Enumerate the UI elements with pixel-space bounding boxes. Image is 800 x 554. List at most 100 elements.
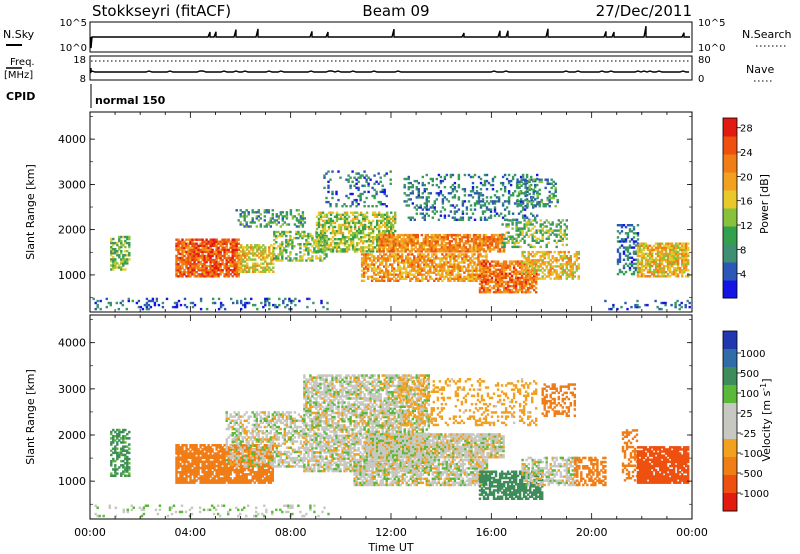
power-echo-cell (531, 255, 534, 258)
power-echo-cell (380, 225, 383, 229)
power-echo-cell (626, 236, 630, 239)
power-echo-cell (567, 263, 570, 266)
power-echo-cell (474, 246, 478, 249)
power-echo-cell (471, 253, 474, 256)
power-echo-cell (437, 194, 441, 197)
power-echo-cell (467, 269, 470, 272)
power-echo-cell (471, 212, 475, 215)
power-echo-cell (209, 238, 212, 241)
power-echo-cell (658, 264, 662, 268)
power-echo-cell (301, 230, 304, 234)
power-echo-cell (347, 248, 351, 251)
power-echo-cell (417, 265, 420, 268)
power-echo-cell (687, 252, 690, 256)
power-echo-cell (451, 257, 454, 260)
power-echo-cell (355, 172, 358, 175)
power-echo-cell (510, 291, 514, 294)
power-echo-cell (418, 246, 421, 249)
power-echo-cell (646, 244, 650, 247)
power-echo-cell (199, 262, 202, 266)
power-echo-cell (341, 236, 345, 239)
power-echo-cell (120, 252, 123, 255)
power-echo-cell (477, 257, 480, 260)
power-echo-cell (203, 242, 206, 245)
power-echo-cell (283, 249, 286, 252)
power-echo-cell (423, 202, 426, 205)
power-echo-cell (384, 223, 387, 227)
power-echo-cell (177, 250, 180, 254)
power-echo-cell (410, 244, 413, 247)
power-echo-cell (640, 256, 644, 260)
power-echo-cell (195, 242, 198, 245)
power-echo-cell (452, 238, 456, 241)
power-echo-cell (201, 244, 204, 247)
power-echo-cell (577, 275, 580, 278)
power-echo-cell (658, 269, 662, 272)
power-echo-cell (383, 265, 386, 268)
power-echo-cell (530, 175, 533, 179)
power-echo-cell (640, 252, 644, 256)
power-echo-cell (435, 273, 438, 276)
power-echo-cell (235, 256, 238, 260)
power-echo-cell (363, 246, 367, 249)
velocity-echo-cell (170, 512, 174, 516)
power-echo-cell (448, 246, 452, 249)
power-echo-cell (535, 269, 538, 272)
power-echo-cell (517, 194, 521, 197)
power-echo-cell (683, 256, 686, 260)
power-echo-cell (248, 266, 251, 269)
power-echo-cell (461, 204, 465, 207)
power-echo-cell (473, 253, 476, 256)
power-echo-cell (122, 258, 125, 261)
power-echo-cell (664, 258, 668, 262)
power-echo-cell (363, 225, 367, 229)
power-echo-cell (355, 236, 359, 239)
power-echo-cell (484, 238, 488, 241)
power-echo-cell (515, 221, 518, 224)
power-echo-cell (371, 236, 375, 239)
power-echo-cell (361, 184, 364, 187)
power-echo-cell (504, 272, 508, 275)
power-echo-cell (565, 277, 568, 280)
power-echo-cell (486, 236, 490, 239)
power-echo-cell (496, 264, 500, 267)
power-echo-cell (399, 269, 402, 272)
power-echo-cell (674, 260, 678, 264)
power-echo-cell (177, 246, 180, 249)
power-echo-cell (394, 215, 397, 218)
power-echo-cell (505, 237, 508, 240)
power-echo-cell (272, 303, 275, 307)
power-echo-cell (553, 257, 556, 260)
power-echo-cell (531, 239, 534, 242)
power-echo-cell (291, 245, 294, 248)
power-echo-cell (443, 277, 446, 280)
power-echo-cell (149, 305, 153, 309)
power-echo-cell (451, 204, 455, 207)
power-echo-cell (624, 232, 628, 235)
power-echo-cell (515, 218, 519, 221)
power-echo-cell (555, 273, 558, 276)
power-echo-cell (557, 259, 560, 262)
power-echo-cell (408, 242, 411, 245)
power-echo-cell (335, 244, 339, 247)
power-echo-cell (112, 266, 115, 269)
power-echo-cell (509, 194, 513, 197)
power-echo-cell (209, 258, 212, 262)
power-echo-cell (258, 244, 261, 247)
power-echo-cell (229, 260, 232, 264)
power-echo-cell (532, 206, 535, 209)
power-echo-cell (450, 240, 454, 243)
power-echo-cell (538, 205, 541, 208)
power-echo-cell (355, 200, 358, 204)
power-echo-cell (539, 265, 542, 268)
power-echo-cell (471, 277, 474, 280)
power-echo-cell (527, 276, 530, 280)
power-echo-cell (370, 255, 374, 258)
power-echo-cell (508, 272, 512, 275)
power-echo-cell (557, 219, 560, 222)
power-echo-cell (374, 277, 378, 280)
power-echo-cell (636, 244, 640, 247)
power-echo-cell (229, 258, 232, 262)
power-echo-cell (577, 257, 580, 260)
power-echo-cell (491, 179, 495, 183)
